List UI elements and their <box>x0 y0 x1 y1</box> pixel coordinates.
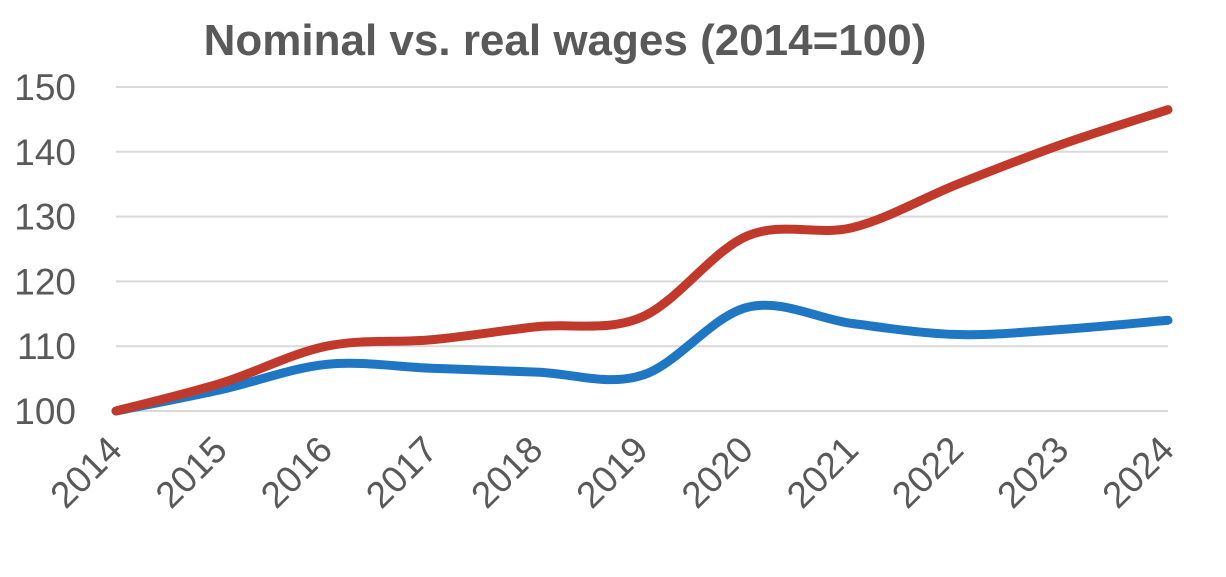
series-lines <box>111 105 1173 416</box>
x-tick-label: 2023 <box>989 429 1076 516</box>
chart-title: Nominal vs. real wages (2014=100) <box>204 16 927 65</box>
x-tick-label: 2024 <box>1094 429 1181 516</box>
x-tick-label: 2018 <box>463 429 550 516</box>
y-tick-label: 130 <box>14 197 76 238</box>
nominal-wages-line <box>111 105 1173 416</box>
y-axis-ticks: 100 110 120 130 140 150 <box>14 67 76 432</box>
gridlines <box>116 86 1168 412</box>
x-tick-label: 2019 <box>568 429 655 516</box>
y-tick-label: 110 <box>17 326 76 367</box>
real-wages-line <box>111 300 1173 416</box>
x-tick-label: 2015 <box>148 429 235 516</box>
y-tick-label: 150 <box>14 67 76 108</box>
x-axis-ticks: 2014 2015 2016 2017 2018 2019 2020 2021 2022 2023… <box>42 429 1181 516</box>
y-tick-label: 120 <box>14 261 76 302</box>
x-tick-label: 2022 <box>884 429 971 516</box>
x-tick-label: 2020 <box>674 429 761 516</box>
x-tick-label: 2016 <box>253 429 340 516</box>
x-tick-label: 2017 <box>358 429 445 516</box>
x-tick-label: 2021 <box>779 429 866 516</box>
y-tick-label: 140 <box>14 132 76 173</box>
x-tick-label: 2014 <box>42 429 129 516</box>
y-tick-label: 100 <box>14 391 76 432</box>
